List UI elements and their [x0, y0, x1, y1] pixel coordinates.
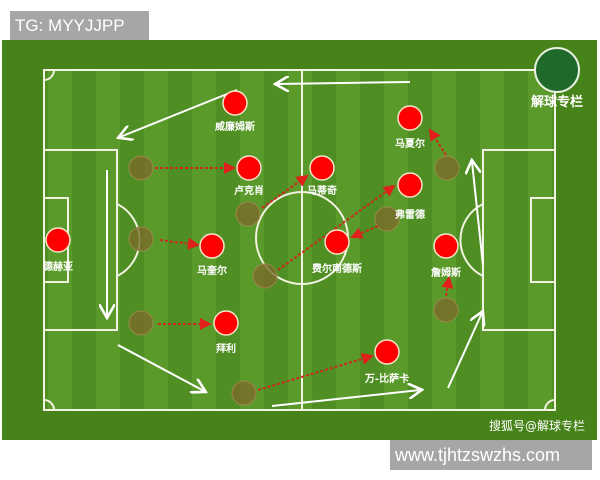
player-marker: 卢克肖 — [234, 155, 264, 197]
arrow — [472, 162, 484, 266]
player-name: 威廉姆斯 — [215, 120, 255, 133]
original-positions — [128, 155, 460, 406]
white-arrows — [107, 82, 484, 407]
watermark-top: TG: MYYJJPP — [10, 11, 149, 40]
run-arrows — [155, 128, 454, 391]
player-name: 马奎尔 — [197, 264, 227, 277]
player-name: 马蒂奇 — [307, 184, 337, 197]
credit: 搜狐号@解球专栏 — [489, 418, 585, 433]
logo-emblem-icon — [534, 47, 580, 93]
player-dot — [45, 227, 71, 253]
player-name: 万-比萨卡 — [364, 372, 409, 385]
player-dot — [199, 233, 225, 259]
player-marker: 费尔南德斯 — [312, 229, 362, 275]
player-dot — [222, 90, 248, 116]
player-marker: 德赫亚 — [42, 227, 73, 273]
player-marker: 威廉姆斯 — [215, 90, 255, 133]
logo: 解球专栏 — [530, 47, 583, 110]
player-name: 卢克肖 — [234, 184, 264, 197]
player-marker: 拜利 — [213, 310, 239, 355]
player-dot — [397, 105, 423, 131]
player-dot — [213, 310, 239, 336]
player-marker: 马奎尔 — [197, 233, 227, 277]
player-name: 德赫亚 — [42, 260, 73, 273]
player-marker: 詹姆斯 — [431, 233, 461, 279]
player-dot — [309, 155, 335, 181]
player-dot — [324, 229, 350, 255]
player-name: 拜利 — [216, 342, 236, 355]
player-marker: 马夏尔 — [395, 105, 425, 150]
arrow — [277, 82, 411, 84]
arrow — [447, 313, 482, 389]
player-name: 弗雷德 — [395, 208, 425, 221]
player-name: 费尔南德斯 — [312, 262, 362, 275]
watermark-bottom: www.tjhtzswzhs.com — [390, 440, 592, 470]
arrow — [117, 344, 204, 391]
pitch-lines — [43, 69, 556, 411]
player-name: 马夏尔 — [395, 137, 425, 150]
player-dot — [433, 233, 459, 259]
player-dot — [236, 155, 262, 181]
player-marker: 弗雷德 — [395, 172, 425, 221]
player-dot — [374, 339, 400, 365]
logo-text: 解球专栏 — [530, 94, 583, 110]
arrow — [271, 390, 420, 407]
player-dot — [397, 172, 423, 198]
player-name: 詹姆斯 — [431, 266, 461, 279]
player-marker: 万-比萨卡 — [364, 339, 409, 385]
arrow — [120, 89, 238, 137]
player-marker: 马蒂奇 — [307, 155, 337, 197]
